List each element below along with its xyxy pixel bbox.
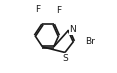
Text: Br: Br [86, 37, 95, 46]
Text: S: S [62, 54, 68, 63]
Text: F: F [56, 6, 61, 15]
Text: N: N [69, 25, 76, 35]
Text: F: F [35, 5, 40, 14]
